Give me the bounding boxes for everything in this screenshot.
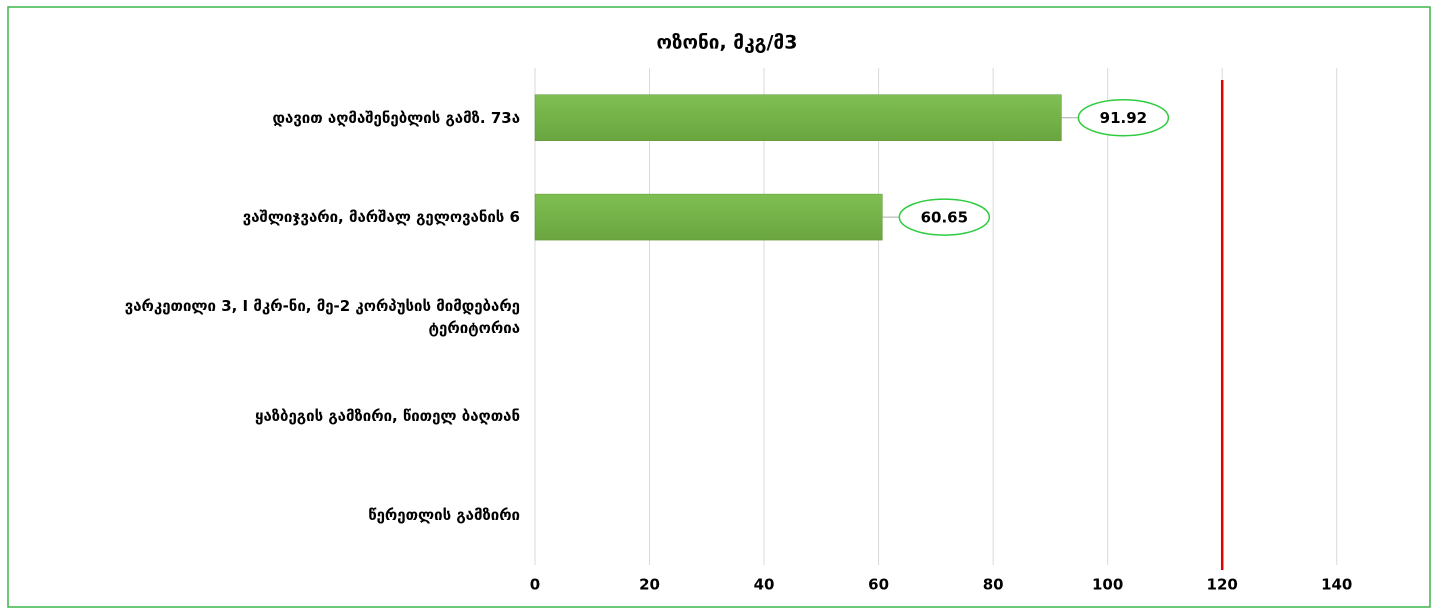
data-label-bubble xyxy=(898,198,991,236)
y-tick-label: ვარკეთილი 3, I მკრ-ნი, მე-2 კორპუსის მიმ… xyxy=(124,296,520,337)
x-tick-label: 120 xyxy=(1207,576,1238,594)
data-label: 91.92 xyxy=(1100,109,1147,127)
y-tick-label: წერეთლის გამზირი xyxy=(368,506,520,525)
x-tick-label: 40 xyxy=(754,576,775,594)
x-tick-label: 0 xyxy=(530,576,540,594)
y-tick-label: დავით აღმაშენებლის გამზ. 73ა xyxy=(272,108,520,127)
x-tick-label: 100 xyxy=(1092,576,1123,594)
x-tick-label: 80 xyxy=(983,576,1004,594)
y-tick-label: ყაზბეგის გამზირი, წითელ ბაღთან xyxy=(255,406,520,425)
y-tick-label: ვაშლიჯვარი, მარშალ გელოვანის 6 xyxy=(242,208,520,227)
data-label-bubble xyxy=(1077,98,1170,137)
chart-title: ოზონი, მკგ/მ3 xyxy=(657,32,798,54)
bar xyxy=(534,94,1062,141)
bar xyxy=(534,193,883,241)
x-tick-label: 20 xyxy=(639,576,660,594)
x-tick-label: 140 xyxy=(1321,576,1352,594)
x-tick-label: 60 xyxy=(868,576,889,594)
data-label: 60.65 xyxy=(921,209,968,227)
